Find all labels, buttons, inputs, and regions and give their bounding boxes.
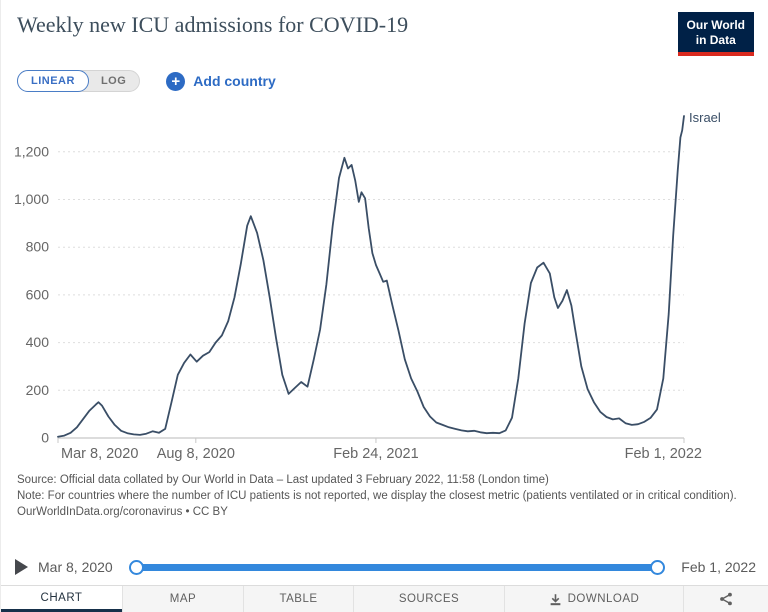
- timeline-end-label: Feb 1, 2022: [681, 559, 756, 575]
- y-axis-tick-label: 600: [26, 286, 50, 302]
- y-axis-tick-label: 400: [26, 334, 50, 350]
- license-line[interactable]: OurWorldInData.org/coronavirus • CC BY: [17, 505, 228, 518]
- tab-table[interactable]: TABLE: [243, 586, 353, 612]
- owid-logo[interactable]: Our World in Data: [677, 12, 754, 56]
- header: Weekly new ICU admissions for COVID-19 O…: [1, 0, 768, 56]
- source-notes: Source: Official data collated by Our Wo…: [1, 469, 768, 521]
- linear-scale-button[interactable]: LINEAR: [17, 70, 89, 92]
- log-scale-button[interactable]: LOG: [100, 75, 127, 87]
- add-country-label: Add country: [193, 73, 276, 89]
- logo-line-1: Our World: [686, 18, 745, 32]
- y-axis-tick-label: 1,000: [14, 191, 49, 207]
- plus-icon: +: [166, 71, 186, 91]
- tab-download-label: DOWNLOAD: [567, 593, 640, 605]
- timeline: Mar 8, 2020 Feb 1, 2022: [1, 554, 768, 580]
- tab-map[interactable]: MAP: [122, 586, 243, 612]
- footer-tabs: CHART MAP TABLE SOURCES DOWNLOAD: [1, 585, 768, 612]
- timeline-track[interactable]: [130, 563, 664, 571]
- x-axis-tick-label: Mar 8, 2020: [61, 446, 138, 462]
- scale-toggle: LINEAR LOG: [17, 70, 141, 92]
- tab-chart-label: CHART: [40, 591, 83, 604]
- tab-map-label: MAP: [169, 593, 197, 605]
- note-line: Note: For countries where the number of …: [17, 489, 737, 502]
- y-axis-tick-label: 0: [41, 430, 49, 446]
- series-line-israel[interactable]: [57, 115, 685, 438]
- tab-sources-label: SOURCES: [398, 593, 460, 605]
- page-title: Weekly new ICU admissions for COVID-19: [17, 12, 409, 37]
- timeline-slider[interactable]: [128, 559, 666, 576]
- y-axis-tick-label: 1,200: [14, 143, 49, 159]
- x-axis-tick-label: Aug 8, 2020: [157, 446, 235, 462]
- timeline-end-handle[interactable]: [650, 559, 666, 575]
- tab-chart[interactable]: CHART: [1, 586, 122, 612]
- play-icon[interactable]: [15, 559, 28, 575]
- tab-share[interactable]: [683, 586, 768, 612]
- timeline-start-label: Mar 8, 2020: [38, 559, 113, 575]
- x-axis-tick-label: Feb 1, 2022: [625, 446, 702, 462]
- source-line: Source: Official data collated by Our Wo…: [17, 474, 549, 486]
- x-axis-tick-label: Feb 24, 2021: [333, 446, 418, 462]
- tab-download[interactable]: DOWNLOAD: [504, 586, 683, 612]
- add-country-button[interactable]: + Add country: [166, 71, 276, 91]
- share-icon: [720, 592, 732, 606]
- timeline-start-handle[interactable]: [128, 559, 144, 575]
- chart-controls: LINEAR LOG + Add country: [1, 56, 768, 92]
- y-axis-tick-label: 200: [26, 382, 50, 398]
- logo-line-2: in Data: [695, 33, 736, 47]
- chart-area[interactable]: 0 200 400 600 800 1,000 1,200 Mar 8, 2020 Aug 8,…: [1, 100, 768, 469]
- series-end-label[interactable]: Israel: [689, 110, 721, 125]
- download-icon: [550, 593, 560, 605]
- line-chart[interactable]: 0 200 400 600 800 1,000 1,200 Mar 8, 2020 Aug 8,…: [1, 100, 768, 464]
- tab-table-label: TABLE: [279, 593, 318, 605]
- y-axis-tick-label: 800: [26, 239, 50, 255]
- tab-sources[interactable]: SOURCES: [353, 586, 504, 612]
